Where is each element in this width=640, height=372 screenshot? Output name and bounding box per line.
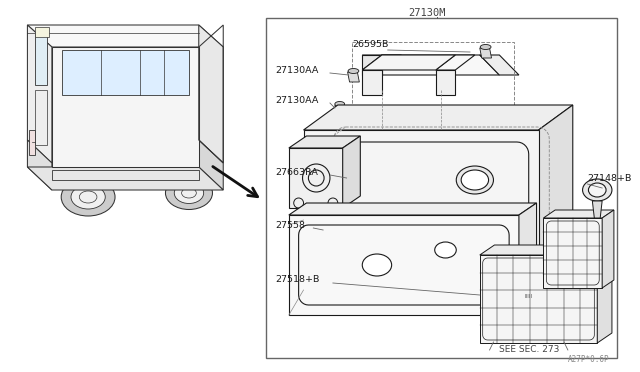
Polygon shape <box>289 136 360 148</box>
Polygon shape <box>602 210 614 288</box>
Text: IIIII: IIIII <box>525 294 532 298</box>
Polygon shape <box>199 140 223 190</box>
Polygon shape <box>362 55 382 75</box>
Polygon shape <box>480 48 492 58</box>
Ellipse shape <box>582 179 612 201</box>
Text: A27P*0.6P: A27P*0.6P <box>568 356 609 365</box>
Ellipse shape <box>388 205 415 225</box>
Text: 27130AA: 27130AA <box>275 65 319 74</box>
Polygon shape <box>348 72 359 82</box>
Polygon shape <box>28 25 52 163</box>
Polygon shape <box>29 130 35 155</box>
Ellipse shape <box>435 242 456 258</box>
Polygon shape <box>61 50 189 95</box>
Polygon shape <box>597 245 612 343</box>
Polygon shape <box>543 210 614 218</box>
Polygon shape <box>199 25 223 163</box>
Polygon shape <box>362 55 401 70</box>
Polygon shape <box>480 55 519 75</box>
Polygon shape <box>28 25 223 47</box>
Polygon shape <box>362 70 382 95</box>
Ellipse shape <box>461 170 488 190</box>
Polygon shape <box>35 33 47 85</box>
Polygon shape <box>289 203 536 215</box>
Polygon shape <box>519 203 536 315</box>
Bar <box>266 18 617 358</box>
Polygon shape <box>28 140 52 190</box>
Polygon shape <box>362 55 499 75</box>
Polygon shape <box>480 245 612 255</box>
Polygon shape <box>303 130 538 290</box>
Text: 27130AA: 27130AA <box>275 96 319 105</box>
Text: 26595B: 26595B <box>353 39 389 48</box>
Text: 27148+B: 27148+B <box>588 173 632 183</box>
Text: 27518+B: 27518+B <box>275 276 319 285</box>
Polygon shape <box>303 105 573 130</box>
Ellipse shape <box>424 250 438 264</box>
Text: 27130M: 27130M <box>408 8 445 18</box>
Ellipse shape <box>362 254 392 276</box>
Ellipse shape <box>174 183 204 203</box>
Polygon shape <box>342 136 360 208</box>
Ellipse shape <box>166 176 212 209</box>
Ellipse shape <box>335 102 345 106</box>
Ellipse shape <box>71 185 105 209</box>
Polygon shape <box>289 215 519 315</box>
Ellipse shape <box>451 224 480 246</box>
Polygon shape <box>480 255 597 343</box>
Polygon shape <box>52 47 199 167</box>
Polygon shape <box>362 55 455 70</box>
Text: 27663RA: 27663RA <box>275 167 318 176</box>
Polygon shape <box>436 70 455 95</box>
Polygon shape <box>593 201 602 218</box>
Polygon shape <box>35 27 49 37</box>
Ellipse shape <box>480 45 491 49</box>
Polygon shape <box>431 250 465 265</box>
Polygon shape <box>335 105 346 115</box>
Polygon shape <box>28 167 223 190</box>
Polygon shape <box>289 148 342 208</box>
Text: 27558: 27558 <box>275 221 305 230</box>
Text: SEE SEC. 273: SEE SEC. 273 <box>499 346 559 355</box>
Bar <box>353 42 514 127</box>
Ellipse shape <box>588 183 606 197</box>
Ellipse shape <box>445 220 486 250</box>
Ellipse shape <box>456 166 493 194</box>
Ellipse shape <box>348 68 359 74</box>
Polygon shape <box>436 55 475 70</box>
Polygon shape <box>538 105 573 290</box>
Ellipse shape <box>458 250 472 264</box>
Polygon shape <box>543 218 602 288</box>
Ellipse shape <box>61 178 115 216</box>
Polygon shape <box>52 170 199 180</box>
